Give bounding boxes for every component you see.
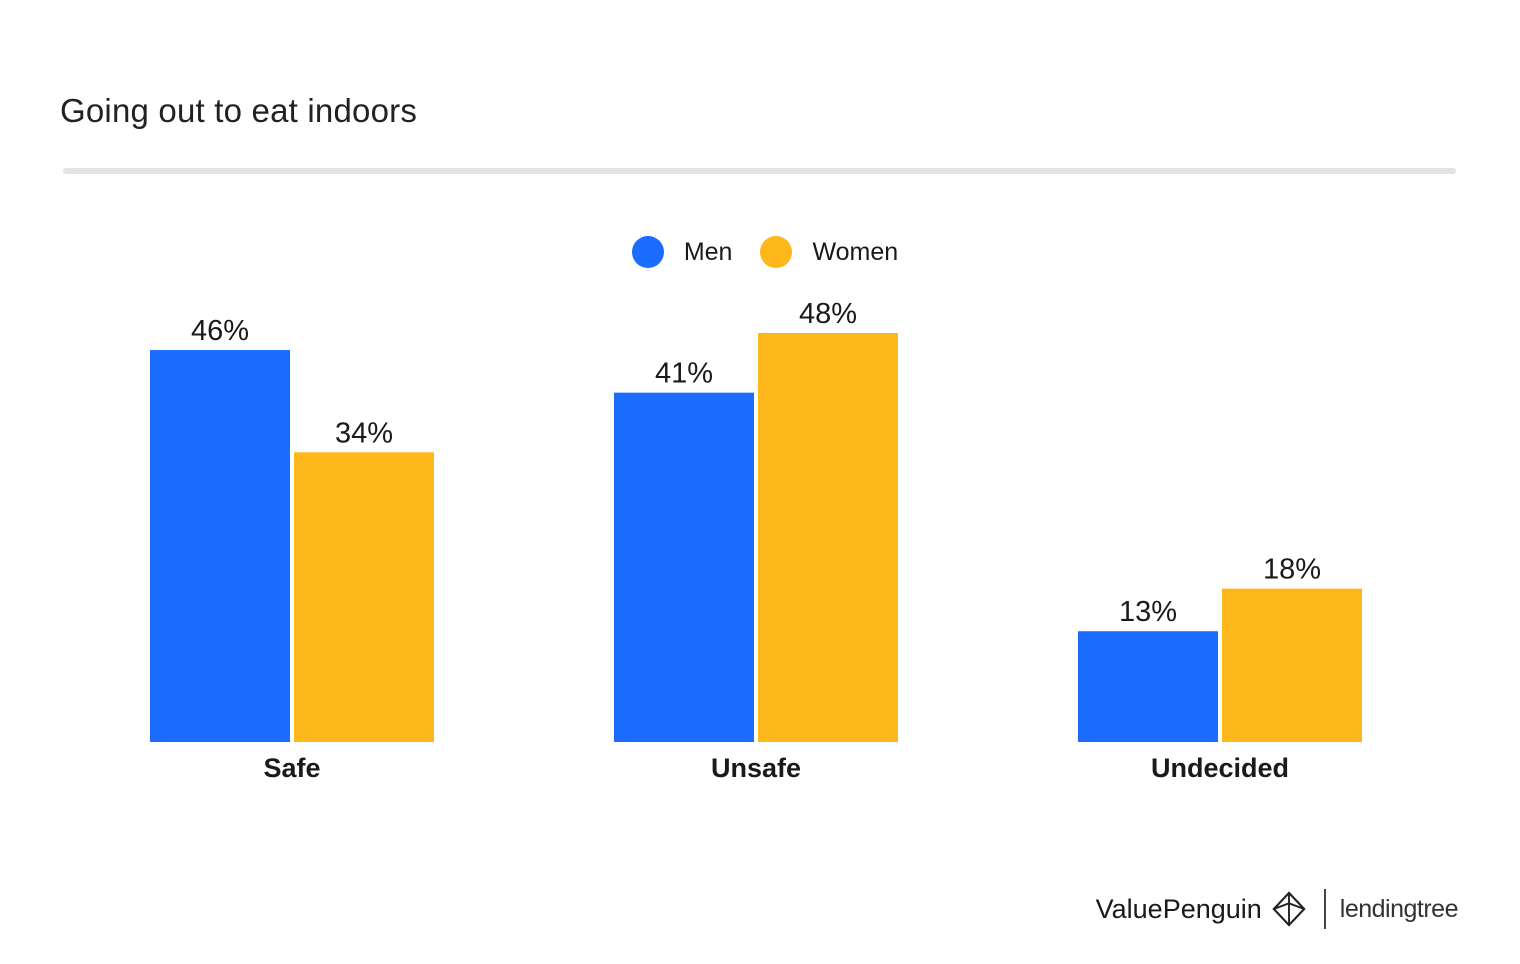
bar-men-unsafe bbox=[614, 392, 754, 742]
data-label-men-unsafe: 41% bbox=[655, 358, 713, 390]
bar-women-unsafe bbox=[758, 333, 898, 742]
data-label-men-undecided: 13% bbox=[1119, 596, 1177, 628]
category-label-undecided: Undecided bbox=[1151, 753, 1289, 783]
legend-item-men: Men bbox=[631, 236, 733, 268]
title-divider bbox=[63, 168, 1456, 174]
data-label-women-safe: 34% bbox=[335, 417, 393, 449]
chart-legend: Men Women bbox=[0, 232, 1520, 272]
data-label-women-unsafe: 48% bbox=[799, 298, 857, 330]
bar-men-safe bbox=[150, 350, 290, 742]
category-label-unsafe: Unsafe bbox=[711, 753, 801, 783]
bar-women-safe bbox=[294, 452, 434, 742]
data-label-women-undecided: 18% bbox=[1263, 554, 1321, 586]
legend-swatch-women bbox=[760, 236, 793, 268]
data-label-men-safe: 46% bbox=[191, 315, 249, 347]
legend-label-men: Men bbox=[683, 237, 733, 266]
footer-branding: ValuePenguin lendingtree bbox=[1096, 884, 1459, 934]
brand-divider bbox=[1323, 889, 1326, 929]
brand-lendingtree: lendingtree bbox=[1339, 894, 1459, 923]
bar-men-undecided bbox=[1078, 631, 1218, 742]
penguin-logo-icon bbox=[1272, 891, 1306, 927]
brand-valuepenguin-text: ValuePenguin bbox=[1095, 893, 1262, 924]
bar-women-undecided bbox=[1222, 588, 1362, 742]
chart-title: Going out to eat indoors bbox=[60, 92, 418, 129]
legend-label-women: Women bbox=[812, 237, 899, 266]
brand-valuepenguin: ValuePenguin bbox=[1096, 890, 1308, 928]
legend-swatch-men bbox=[631, 236, 664, 268]
category-label-safe: Safe bbox=[263, 753, 320, 783]
legend-item-women: Women bbox=[760, 236, 898, 268]
